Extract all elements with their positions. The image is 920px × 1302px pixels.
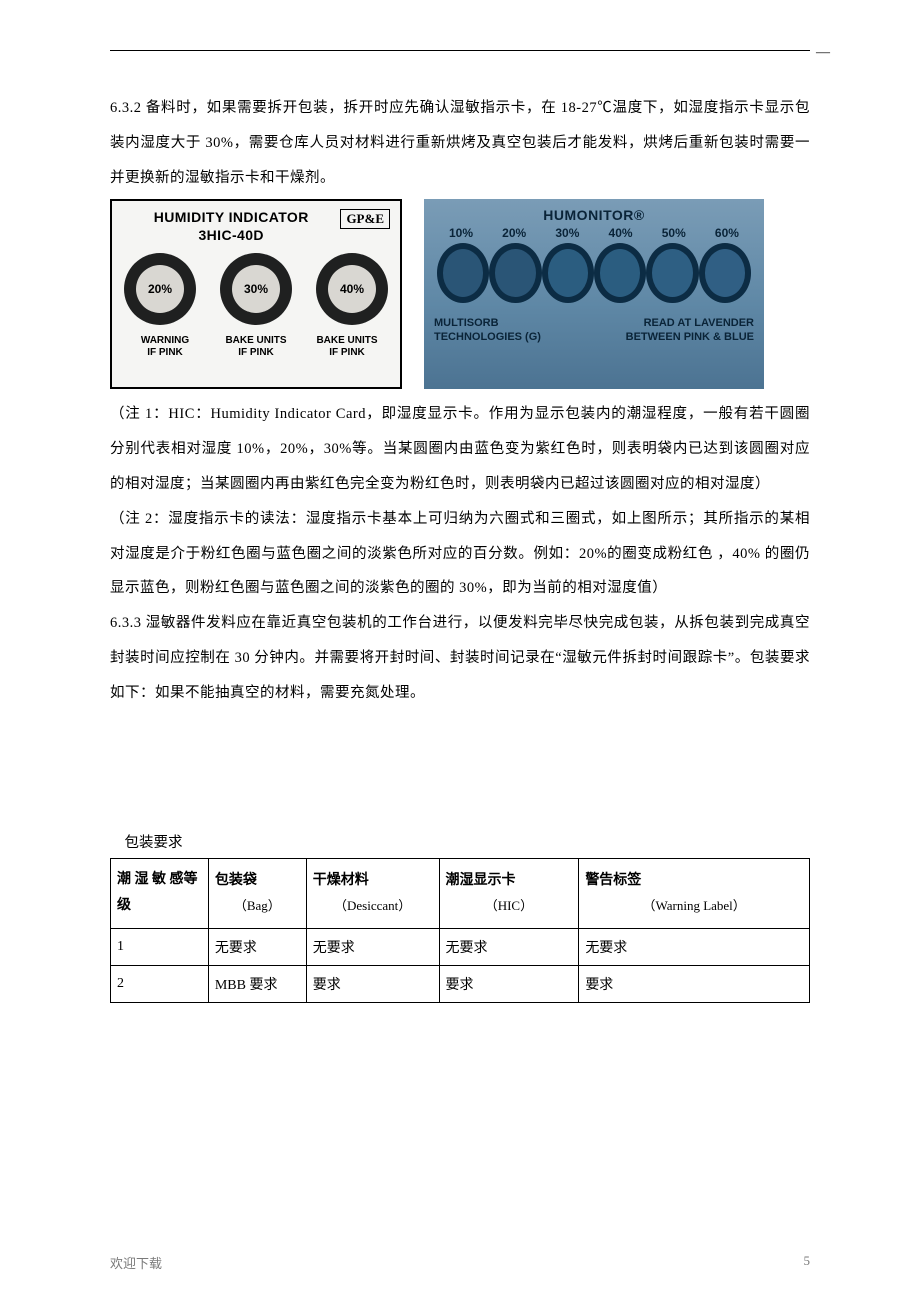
hic-right-percents: 10% 20% 30% 40% 50% 60% <box>437 226 751 240</box>
cell: 无要求 <box>439 928 579 965</box>
paragraph-632: 6.3.2 备料时，如果需要拆开包装，拆开时应先确认湿敏指示卡，在 18-27℃… <box>110 91 810 195</box>
cell: 要求 <box>306 965 439 1002</box>
pct-40: 40% <box>597 226 645 240</box>
cell: 无要求 <box>208 928 306 965</box>
page-footer: 欢迎下载 5 <box>110 1253 810 1272</box>
hic-left-circles: 20% 30% 40% <box>124 253 388 325</box>
pct-60: 60% <box>703 226 751 240</box>
rcircle-20 <box>489 243 541 303</box>
humidity-cards-row: HUMIDITY INDICATOR 3HIC-40D GP&E 20% 30%… <box>110 199 810 389</box>
cell: 无要求 <box>306 928 439 965</box>
hic-left-title: HUMIDITY INDICATOR 3HIC-40D <box>122 209 340 244</box>
table-row: 2 MBB 要求 要求 要求 要求 <box>111 965 810 1002</box>
cell: MBB 要求 <box>208 965 306 1002</box>
footer-page-number: 5 <box>804 1253 811 1272</box>
cell: 要求 <box>579 965 810 1002</box>
hic-left-logo: GP&E <box>340 209 390 229</box>
hic-right-bottom: MULTISORB TECHNOLOGIES (G) READ AT LAVEN… <box>434 317 754 345</box>
note-1: （注 1：HIC：Humidity Indicator Card，即湿度显示卡。… <box>110 397 810 501</box>
cell: 1 <box>111 928 209 965</box>
circle-label: 30% <box>232 265 280 313</box>
pct-50: 50% <box>650 226 698 240</box>
page: — 6.3.2 备料时，如果需要拆开包装，拆开时应先确认湿敏指示卡，在 18-2… <box>0 0 920 1302</box>
label-bake-2: BAKE UNITSIF PINK <box>306 335 388 359</box>
table-header-row: 潮 湿 敏 感等级 包装袋（Bag） 干燥材料（Desiccant） 潮湿显示卡… <box>111 858 810 928</box>
cell: 2 <box>111 965 209 1002</box>
th-level: 潮 湿 敏 感等级 <box>111 858 209 928</box>
table-row: 1 无要求 无要求 无要求 无要求 <box>111 928 810 965</box>
humidity-indicator-left: HUMIDITY INDICATOR 3HIC-40D GP&E 20% 30%… <box>110 199 402 389</box>
humidity-indicator-right: HUMONITOR® 10% 20% 30% 40% 50% 60% MULTI… <box>424 199 764 389</box>
hic-right-bottom-left: MULTISORB TECHNOLOGIES (G) <box>434 317 541 345</box>
rcircle-60 <box>699 243 751 303</box>
top-rule <box>110 50 810 51</box>
hic-left-title-1: HUMIDITY INDICATOR <box>122 209 340 227</box>
hic-left-title-2: 3HIC-40D <box>122 227 340 245</box>
cell: 要求 <box>439 965 579 1002</box>
cell: 无要求 <box>579 928 810 965</box>
circle-label: 40% <box>328 265 376 313</box>
hic-right-circles <box>437 243 751 303</box>
hic-right-title: HUMONITOR® <box>434 207 754 223</box>
circle-30: 30% <box>220 253 292 325</box>
rcircle-40 <box>594 243 646 303</box>
th-desiccant: 干燥材料（Desiccant） <box>306 858 439 928</box>
footer-left: 欢迎下载 <box>110 1253 162 1272</box>
packaging-title: 包装要求 <box>110 831 810 852</box>
hic-right-bottom-right: READ AT LAVENDER BETWEEN PINK & BLUE <box>626 317 754 345</box>
label-bake-1: BAKE UNITSIF PINK <box>215 335 297 359</box>
th-hic: 潮湿显示卡（HIC） <box>439 858 579 928</box>
th-bag: 包装袋（Bag） <box>208 858 306 928</box>
circle-20: 20% <box>124 253 196 325</box>
rcircle-30 <box>542 243 594 303</box>
packaging-table: 潮 湿 敏 感等级 包装袋（Bag） 干燥材料（Desiccant） 潮湿显示卡… <box>110 858 810 1003</box>
hic-left-header: HUMIDITY INDICATOR 3HIC-40D GP&E <box>122 209 390 244</box>
rcircle-10 <box>437 243 489 303</box>
pct-10: 10% <box>437 226 485 240</box>
paragraph-633: 6.3.3 湿敏器件发料应在靠近真空包装机的工作台进行，以便发料完毕尽快完成包装… <box>110 606 810 710</box>
th-warning: 警告标签（Warning Label） <box>579 858 810 928</box>
note-2: （注 2：湿度指示卡的读法：湿度指示卡基本上可归纳为六圈式和三圈式，如上图所示；… <box>110 502 810 606</box>
corner-mark: — <box>816 45 830 61</box>
pct-30: 30% <box>543 226 591 240</box>
pct-20: 20% <box>490 226 538 240</box>
label-warning: WARNINGIF PINK <box>124 335 206 359</box>
circle-40: 40% <box>316 253 388 325</box>
hic-left-labels: WARNINGIF PINK BAKE UNITSIF PINK BAKE UN… <box>124 335 388 359</box>
rcircle-50 <box>646 243 698 303</box>
circle-label: 20% <box>136 265 184 313</box>
